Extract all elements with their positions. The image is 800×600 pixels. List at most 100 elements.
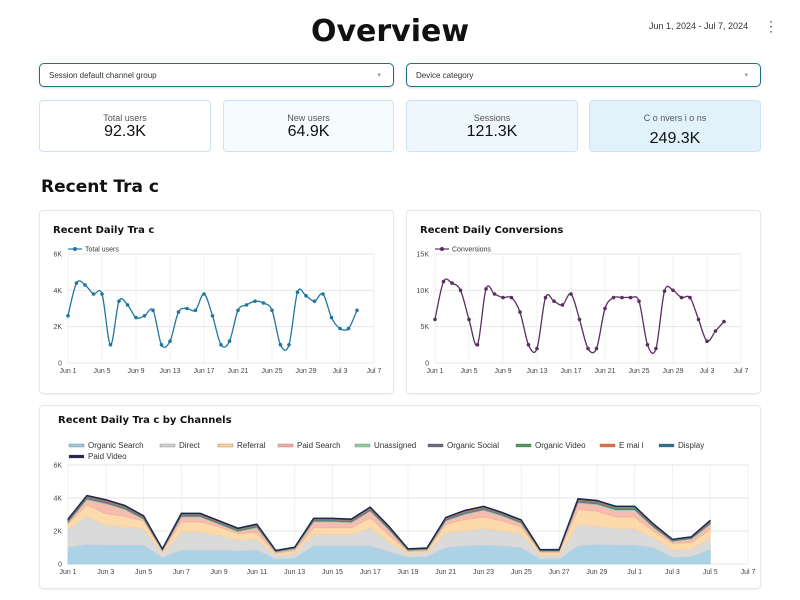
chart-title: Recent Daily Conversions — [420, 225, 564, 236]
data-point — [210, 314, 215, 318]
legend-label: E mai l — [619, 441, 644, 450]
data-point — [329, 315, 334, 320]
data-point — [100, 292, 104, 296]
data-point — [594, 346, 599, 351]
legend-label: Total users — [85, 247, 119, 254]
data-point — [355, 308, 359, 313]
x-tick-label: Jun 1 — [426, 368, 443, 375]
kpi-card-conversions: C o nvers i o ns 249.3K — [589, 100, 761, 152]
device-category-dropdown[interactable]: Device category ▾ — [406, 63, 761, 87]
x-tick-label: Jun 9 — [211, 569, 228, 576]
data-point — [458, 288, 463, 293]
x-tick-label: Jun 25 — [261, 368, 282, 375]
x-tick-label: Jun 9 — [127, 368, 144, 375]
legend-swatch — [68, 443, 85, 448]
channel-group-dropdown[interactable]: Session default channel group ▾ — [39, 63, 394, 87]
x-tick-label: Jun 3 — [97, 569, 114, 576]
data-point — [278, 343, 283, 347]
data-point — [142, 314, 147, 318]
x-tick-label: Jul 3 — [333, 368, 348, 375]
data-point — [628, 295, 633, 300]
legend-swatch — [427, 443, 444, 448]
x-tick-label: Jun 1 — [59, 569, 76, 576]
data-point — [83, 283, 87, 287]
y-tick-label: 6K — [53, 463, 62, 470]
data-point — [433, 317, 437, 322]
data-point — [671, 288, 675, 293]
kpi-value: 64.9K — [287, 123, 330, 140]
data-point — [645, 343, 650, 347]
kpi-card-new-users: New users 64.9K — [223, 100, 394, 152]
data-point — [713, 329, 718, 333]
data-point — [662, 289, 667, 293]
data-point — [227, 339, 232, 343]
page-title: Overview — [310, 14, 470, 49]
legend-label: Direct — [179, 441, 201, 450]
data-point — [501, 295, 505, 300]
x-tick-label: Jun 5 — [460, 368, 477, 375]
x-tick-label: Jun 11 — [247, 569, 268, 576]
y-tick-label: 15K — [417, 252, 430, 259]
x-tick-label: Jun 25 — [628, 368, 649, 375]
data-point — [535, 346, 539, 351]
legend-label: Paid Search — [297, 441, 341, 450]
chart-title: Recent Daily Tra c by Channels — [58, 415, 232, 426]
kebab-menu-icon[interactable]: ⋮ — [764, 18, 778, 34]
y-tick-label: 4K — [53, 288, 62, 295]
x-tick-label: Jun 7 — [173, 569, 190, 576]
x-tick-label: Jun 5 — [93, 368, 110, 375]
data-point — [577, 317, 582, 322]
data-point — [66, 314, 70, 318]
legend-swatch — [658, 443, 675, 448]
data-point — [74, 281, 79, 285]
data-point — [312, 299, 317, 303]
data-point — [586, 346, 590, 351]
device-category-dropdown-label: Device category — [416, 71, 474, 80]
date-range-selector[interactable]: Jun 1, 2024 - Jul 7, 2024 — [649, 21, 749, 31]
x-tick-label: Jul 7 — [734, 368, 749, 375]
chevron-down-icon: ▾ — [744, 72, 748, 79]
kpi-value: 249.3K — [649, 130, 701, 147]
y-tick-label: 0 — [58, 361, 62, 368]
data-point — [295, 290, 300, 294]
kpi-label: Total users — [103, 113, 147, 123]
data-point — [441, 279, 446, 284]
legend-swatch — [515, 443, 532, 448]
kpi-label: Sessions — [473, 113, 511, 123]
y-tick-label: 2K — [53, 324, 62, 331]
kpi-value: 121.3K — [466, 123, 518, 140]
legend-label: Organic Social — [447, 441, 499, 450]
data-point — [117, 299, 121, 303]
data-point — [253, 299, 257, 303]
chart-card-traffic-by-channels: Recent Daily Tra c by Channels 0 2K 4K 6K Ju… — [39, 405, 761, 589]
x-tick-label: Jun 29 — [662, 368, 683, 375]
data-point — [346, 326, 351, 331]
y-tick-label: 2K — [53, 529, 62, 536]
data-point — [688, 295, 692, 300]
data-point — [287, 343, 291, 347]
data-point — [475, 343, 480, 347]
x-tick-label: Jun 9 — [494, 368, 511, 375]
legend-label: Referral — [237, 441, 266, 450]
y-tick-label: 0 — [425, 361, 429, 368]
data-point — [543, 295, 548, 300]
y-tick-label: 4K — [53, 496, 62, 503]
kpi-label: New users — [287, 113, 330, 123]
chart-card-daily-conversions: Recent Daily Conversions 0 5K 10K 15K Jun 1 J… — [406, 210, 761, 394]
legend-marker — [440, 247, 444, 251]
data-point — [168, 339, 172, 343]
data-point — [679, 295, 684, 300]
data-point — [603, 306, 607, 311]
data-point — [654, 346, 658, 351]
legend-swatch — [217, 443, 234, 448]
x-tick-label: Jun 5 — [135, 569, 152, 576]
data-point — [518, 310, 522, 314]
y-tick-label: 10K — [417, 288, 430, 295]
traffic-by-channels-chart: 0 2K 4K 6K Jun 1 Jun 3 Jun 5 Jun 7 Jun 9 Jun 11 Ju… — [53, 441, 755, 576]
y-tick-label: 0 — [58, 562, 62, 569]
data-point — [620, 295, 624, 300]
x-tick-label: Jun 21 — [594, 368, 615, 375]
data-point — [125, 303, 130, 307]
data-point — [696, 317, 701, 322]
data-point — [637, 299, 641, 303]
